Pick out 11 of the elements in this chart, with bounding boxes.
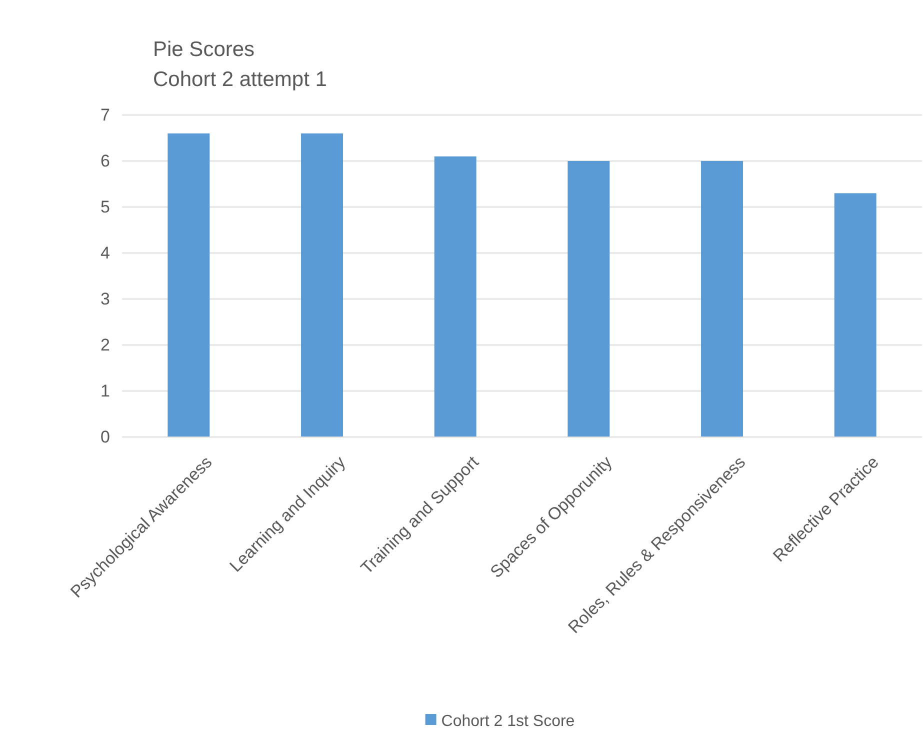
y-tick-label: 7 [100,105,110,124]
chart-subtitle: Cohort 2 attempt 1 [153,68,327,91]
y-tick-label: 5 [100,197,110,216]
chart-title: Pie Scores [153,38,255,61]
y-tick-label: 4 [100,243,110,262]
y-tick-label: 3 [100,289,110,308]
y-tick-label: 1 [100,381,110,400]
legend-label: Cohort 2 1st Score [441,713,575,730]
y-tick-label: 6 [100,151,110,170]
y-tick-label: 0 [100,427,110,446]
y-tick-label: 2 [100,335,110,354]
